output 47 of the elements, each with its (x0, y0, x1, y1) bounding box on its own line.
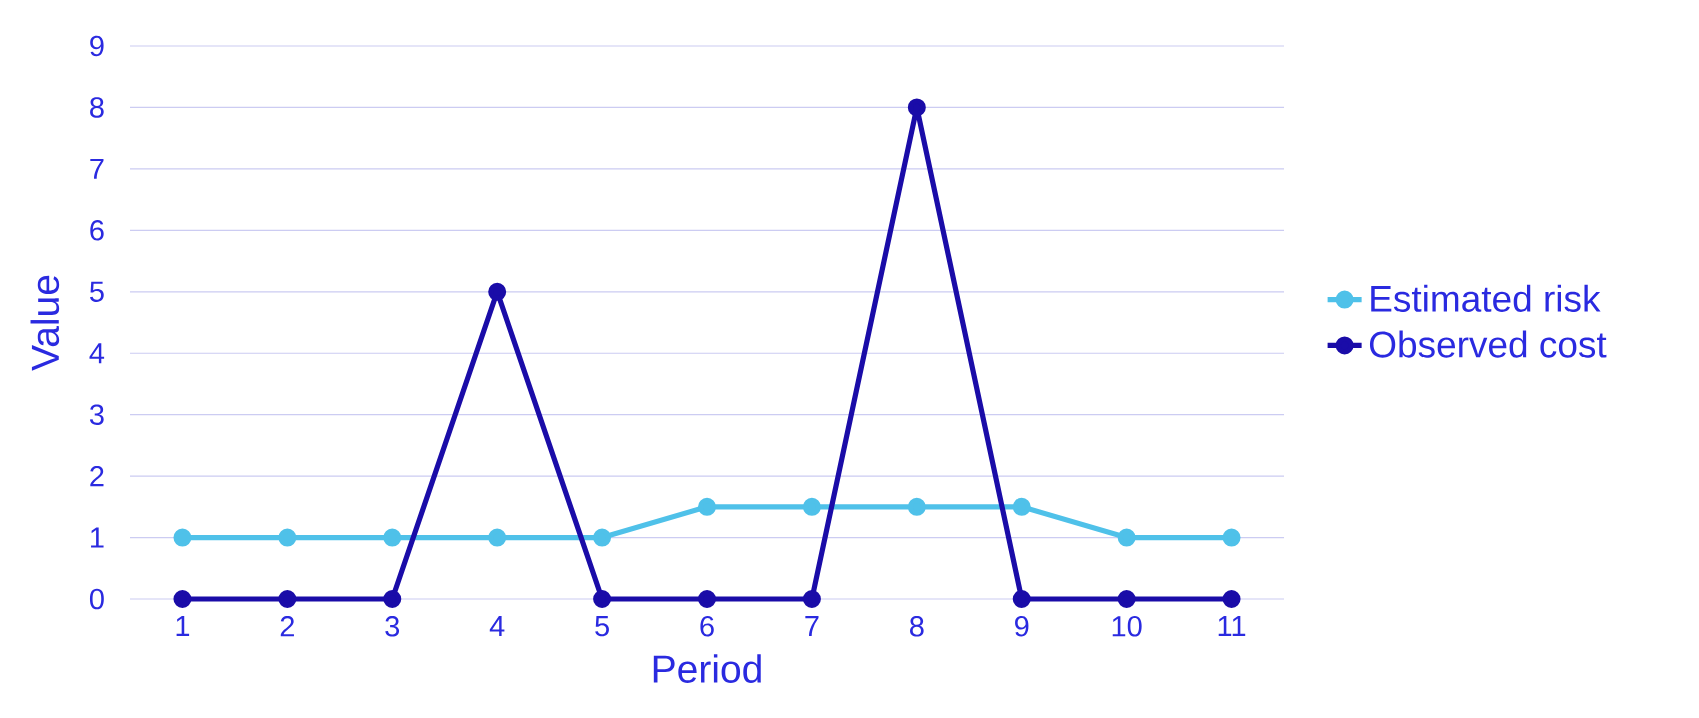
point (1012, 590, 1031, 608)
point (593, 528, 612, 547)
y-tick-label: 9 (90, 35, 104, 57)
point (383, 590, 402, 608)
x-tick-label: 8 (910, 616, 924, 637)
legend-label: Observed cost (1369, 330, 1607, 358)
y-tick-label: 0 (89, 588, 104, 610)
point (173, 528, 192, 547)
point (1117, 528, 1136, 547)
y-tick-label: 1 (91, 527, 104, 548)
x-tick-label: 2 (280, 616, 294, 637)
y-tick-label: 5 (89, 281, 104, 302)
x-axis-title: Period (653, 654, 761, 683)
point (488, 528, 507, 547)
point (698, 590, 717, 608)
legend-label: Estimated risk (1371, 284, 1601, 312)
point (907, 497, 926, 516)
point (802, 497, 821, 516)
x-tick-label: 7 (805, 616, 819, 636)
y-axis-title: Value (30, 275, 60, 371)
point (1012, 497, 1031, 516)
point (383, 528, 402, 547)
point (1222, 528, 1241, 547)
point (698, 497, 717, 516)
x-tick-label: 4 (489, 616, 505, 636)
x-tick-label: 1 (176, 616, 190, 636)
point (907, 98, 926, 117)
x-tick-label: 6 (700, 616, 714, 637)
x-tick-label: 5 (595, 616, 609, 637)
point (173, 590, 192, 608)
x-tick-label: 3 (385, 616, 400, 637)
y-tick-label: 2 (90, 465, 104, 487)
y-tick-label: 6 (90, 220, 104, 241)
point (278, 590, 297, 608)
point (802, 590, 821, 608)
x-tick-label: 9 (1015, 616, 1029, 637)
y-tick-label: 7 (90, 158, 104, 179)
y-tick-label: 8 (90, 97, 104, 118)
y-tick-label: 4 (89, 343, 105, 364)
x-tick-label: 10 (1112, 616, 1142, 637)
point (1117, 590, 1136, 608)
x-tick-label: 11 (1218, 616, 1246, 636)
point (1222, 590, 1241, 608)
point (593, 590, 612, 608)
point (488, 282, 507, 301)
point (278, 528, 297, 547)
y-tick-label: 3 (89, 404, 104, 425)
